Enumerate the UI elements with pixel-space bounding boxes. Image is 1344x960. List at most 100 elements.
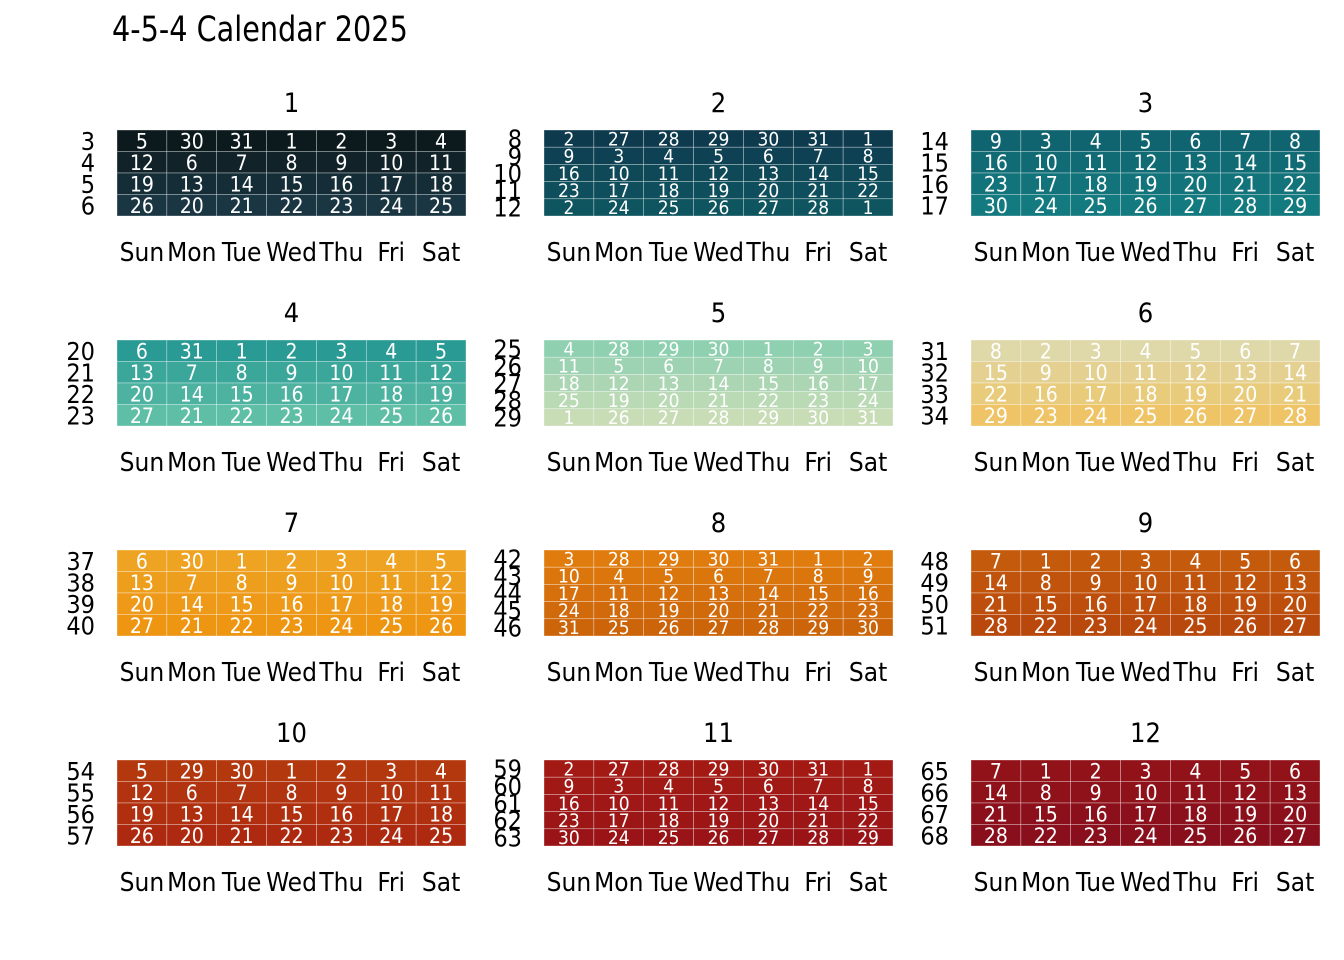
day-number: 20 — [1283, 802, 1307, 826]
day-number: 29 — [708, 128, 730, 150]
week-number: 68 — [920, 821, 949, 850]
weekday-label: Fri — [1231, 658, 1259, 688]
day-number: 13 — [757, 163, 779, 185]
day-number: 21 — [757, 600, 779, 622]
weekday-label: Sat — [849, 658, 887, 688]
day-number: 3 — [335, 339, 347, 363]
day-number: 19 — [130, 802, 154, 826]
day-number: 13 — [757, 793, 779, 815]
weekday-label: Thu — [318, 448, 363, 478]
day-number: 16 — [984, 151, 1008, 175]
day-number: 19 — [1183, 382, 1207, 406]
day-number: 18 — [1133, 382, 1157, 406]
week-number: 28 — [493, 386, 522, 415]
day-number: 31 — [180, 339, 204, 363]
day-number: 16 — [857, 583, 879, 605]
weekday-label: Thu — [1172, 658, 1217, 688]
weekday-label: Wed — [1120, 658, 1171, 688]
weekday-label: Fri — [377, 448, 405, 478]
day-number: 13 — [130, 361, 154, 385]
weekday-label: Mon — [167, 658, 216, 688]
day-number: 18 — [558, 373, 580, 395]
weekday-label: Sun — [120, 238, 165, 268]
day-number: 7 — [990, 759, 1002, 783]
day-number: 31 — [807, 758, 829, 780]
week-number: 8 — [508, 125, 522, 154]
day-number: 13 — [658, 373, 680, 395]
day-number: 8 — [236, 361, 248, 385]
weekday-label: Fri — [1231, 868, 1259, 898]
day-number: 26 — [130, 194, 154, 218]
day-number: 8 — [863, 146, 874, 168]
day-number: 29 — [807, 617, 829, 639]
day-number: 13 — [1183, 151, 1207, 175]
month-title: 10 — [276, 718, 307, 749]
day-cell — [1269, 194, 1321, 217]
day-number: 25 — [1183, 614, 1207, 638]
day-number: 28 — [984, 614, 1008, 638]
week-number: 15 — [920, 148, 949, 177]
day-number: 12 — [130, 781, 154, 805]
day-number: 28 — [1233, 194, 1257, 218]
day-number: 27 — [1183, 194, 1207, 218]
weekday-label: Tue — [221, 238, 262, 268]
week-number: 62 — [493, 806, 522, 835]
day-number: 2 — [1090, 759, 1102, 783]
month-title: 5 — [711, 298, 726, 329]
day-cell — [415, 194, 467, 217]
day-number: 24 — [379, 824, 403, 848]
weekday-label: Sun — [547, 448, 592, 478]
day-number: 29 — [1283, 194, 1307, 218]
day-number: 19 — [429, 592, 453, 616]
day-number: 9 — [863, 566, 874, 588]
day-number: 10 — [329, 361, 353, 385]
day-number: 3 — [863, 338, 874, 360]
week-number: 54 — [66, 757, 95, 786]
day-number: 21 — [708, 390, 730, 412]
week-number: 59 — [493, 755, 522, 784]
week-number: 43 — [493, 562, 522, 591]
month-title: 9 — [1138, 508, 1153, 539]
day-number: 18 — [429, 172, 453, 196]
day-number: 2 — [813, 338, 824, 360]
weekday-label: Sun — [547, 868, 592, 898]
day-number: 19 — [429, 382, 453, 406]
day-number: 4 — [1189, 759, 1201, 783]
day-number: 17 — [379, 802, 403, 826]
day-number: 8 — [285, 781, 297, 805]
day-number: 23 — [984, 172, 1008, 196]
day-cell — [842, 408, 894, 427]
week-number: 9 — [508, 142, 522, 171]
day-number: 31 — [757, 548, 779, 570]
day-number: 1 — [236, 549, 248, 573]
day-number: 6 — [663, 356, 674, 378]
day-number: 20 — [757, 810, 779, 832]
week-number: 32 — [920, 358, 949, 387]
weekday-label: Thu — [745, 448, 790, 478]
weekday-label: Wed — [1120, 868, 1171, 898]
weekday-label: Wed — [266, 868, 317, 898]
day-number: 19 — [658, 600, 680, 622]
week-number: 40 — [66, 611, 95, 640]
weekday-label: Sat — [1276, 238, 1314, 268]
day-number: 24 — [379, 194, 403, 218]
week-number: 4 — [81, 148, 95, 177]
week-number: 3 — [81, 127, 95, 156]
week-number: 61 — [493, 789, 522, 818]
day-number: 1 — [285, 129, 297, 153]
day-number: 3 — [1090, 339, 1102, 363]
weekday-label: Sun — [547, 238, 592, 268]
day-number: 1 — [1040, 759, 1052, 783]
day-number: 15 — [230, 592, 254, 616]
day-number: 12 — [658, 583, 680, 605]
day-number: 4 — [1189, 549, 1201, 573]
weekday-label: Thu — [318, 868, 363, 898]
day-number: 2 — [1090, 549, 1102, 573]
day-number: 2 — [563, 758, 574, 780]
day-number: 22 — [1034, 824, 1058, 848]
day-number: 14 — [230, 802, 254, 826]
day-number: 27 — [1233, 404, 1257, 428]
day-number: 9 — [1090, 781, 1102, 805]
day-number: 1 — [763, 338, 774, 360]
